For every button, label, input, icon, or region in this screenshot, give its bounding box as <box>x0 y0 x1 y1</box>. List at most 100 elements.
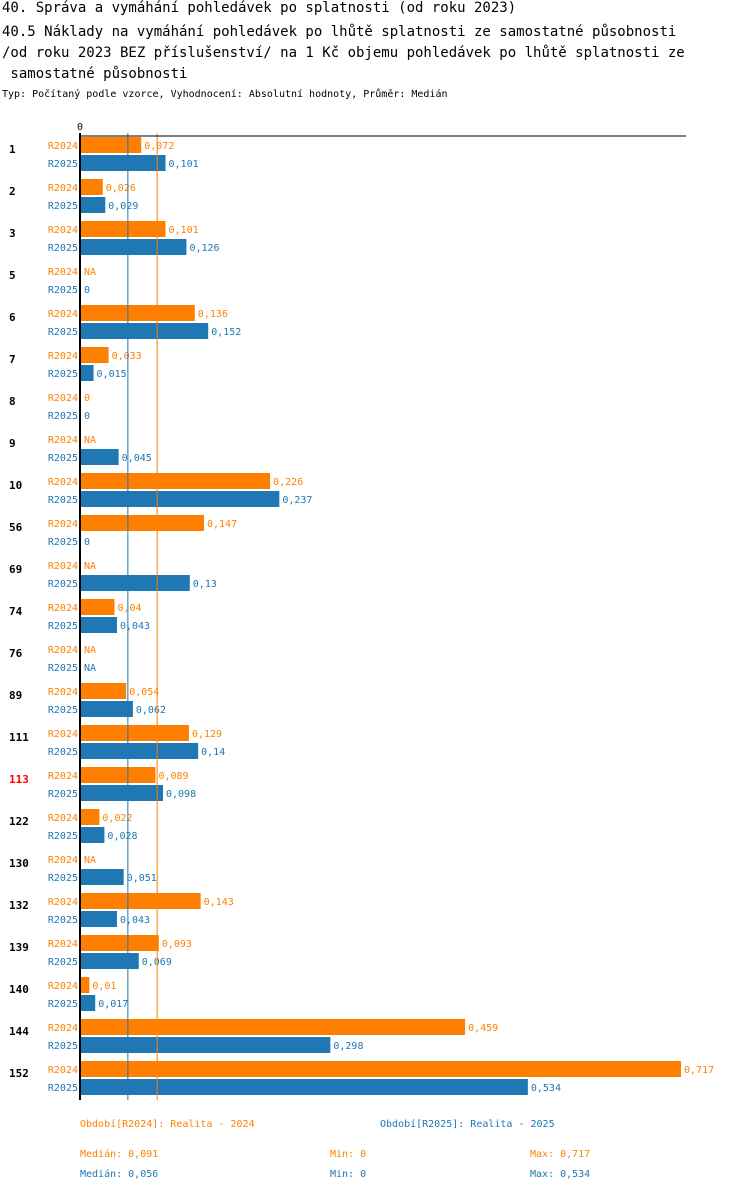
x-axis-zero-label: 0 <box>77 122 83 133</box>
bar-r2024 <box>81 893 201 909</box>
bar-r2024 <box>81 1019 466 1035</box>
bar-r2025 <box>81 743 199 759</box>
bar-r2025 <box>81 323 209 339</box>
series-label-r2025: R2025 <box>48 1041 78 1052</box>
value-label-r2025: 0,14 <box>201 747 225 758</box>
series-label-r2025: R2025 <box>48 369 78 380</box>
series-label-r2025: R2025 <box>48 705 78 716</box>
series-label-r2024: R2024 <box>48 561 78 572</box>
bar-r2024 <box>81 347 109 363</box>
bar-r2025 <box>81 995 96 1011</box>
series-label-r2024: R2024 <box>48 435 78 446</box>
median-2025: Medián: 0,056 <box>80 1169 159 1180</box>
category-label: 9 <box>9 437 16 450</box>
bar-r2025 <box>81 365 94 381</box>
bar-r2025 <box>81 869 124 885</box>
series-label-r2025: R2025 <box>48 579 78 590</box>
value-label-r2024: 0,459 <box>468 1023 498 1034</box>
value-label-r2024: 0,022 <box>102 813 132 824</box>
category-label: 8 <box>9 395 16 408</box>
max-2025: Max: 0,534 <box>530 1169 591 1180</box>
series-label-r2025: R2025 <box>48 243 78 254</box>
value-label-r2025: NA <box>84 663 96 674</box>
category-label: 132 <box>9 899 29 912</box>
series-label-r2025: R2025 <box>48 495 78 506</box>
series-label-r2025: R2025 <box>48 831 78 842</box>
series-label-r2024: R2024 <box>48 897 78 908</box>
category-label: 89 <box>9 689 22 702</box>
series-label-r2024: R2024 <box>48 603 78 614</box>
bar-r2025 <box>81 197 106 213</box>
bar-r2024 <box>81 473 271 489</box>
series-label-r2024: R2024 <box>48 393 78 404</box>
bar-r2025 <box>81 239 187 255</box>
max-2024: Max: 0,717 <box>530 1149 591 1160</box>
value-label-r2024: 0,101 <box>169 225 199 236</box>
value-label-r2025: 0,237 <box>282 495 312 506</box>
value-label-r2024: NA <box>84 561 96 572</box>
series-label-r2024: R2024 <box>48 729 78 740</box>
series-label-r2025: R2025 <box>48 327 78 338</box>
bar-r2024 <box>81 599 115 615</box>
value-label-r2024: NA <box>84 855 96 866</box>
category-label: 6 <box>9 311 16 324</box>
series-label-r2024: R2024 <box>48 813 78 824</box>
value-label-r2025: 0,098 <box>166 789 196 800</box>
value-label-r2024: NA <box>84 435 96 446</box>
series-label-r2024: R2024 <box>48 225 78 236</box>
value-label-r2025: 0,043 <box>120 621 150 632</box>
series-label-r2025: R2025 <box>48 411 78 422</box>
value-label-r2024: 0,143 <box>204 897 234 908</box>
value-label-r2025: 0 <box>84 537 90 548</box>
value-label-r2024: NA <box>84 645 96 656</box>
series-label-r2025: R2025 <box>48 453 78 464</box>
value-label-r2024: 0,054 <box>129 687 159 698</box>
value-label-r2025: 0,015 <box>97 369 127 380</box>
value-label-r2024: 0,226 <box>273 477 303 488</box>
value-label-r2024: NA <box>84 267 96 278</box>
subtitle-line-3: samostatné působnosti <box>2 66 188 82</box>
category-label: 3 <box>9 227 16 240</box>
series-label-r2025: R2025 <box>48 1083 78 1094</box>
series-label-r2025: R2025 <box>48 873 78 884</box>
value-label-r2024: 0,136 <box>198 309 228 320</box>
bar-r2025 <box>81 785 164 801</box>
value-label-r2025: 0 <box>84 285 90 296</box>
bar-r2024 <box>81 179 103 195</box>
value-label-r2025: 0,043 <box>120 915 150 926</box>
category-label: 69 <box>9 563 22 576</box>
bar-r2025 <box>81 575 190 591</box>
value-label-r2024: 0,01 <box>92 981 116 992</box>
series-label-r2024: R2024 <box>48 351 78 362</box>
legend-period-2024: Období[R2024]: Realita - 2024 <box>80 1119 255 1130</box>
chart-type-info: Typ: Počítaný podle vzorce, Vyhodnocení:… <box>2 89 448 100</box>
series-label-r2024: R2024 <box>48 855 78 866</box>
series-label-r2025: R2025 <box>48 747 78 758</box>
value-label-r2024: 0,026 <box>106 183 136 194</box>
value-label-r2025: 0,028 <box>107 831 137 842</box>
series-label-r2025: R2025 <box>48 621 78 632</box>
value-label-r2025: 0,045 <box>122 453 152 464</box>
series-label-r2024: R2024 <box>48 519 78 530</box>
bar-r2025 <box>81 911 117 927</box>
bar-r2025 <box>81 617 117 633</box>
series-label-r2024: R2024 <box>48 477 78 488</box>
min-2025: Min: 0 <box>330 1169 367 1180</box>
value-label-r2025: 0,534 <box>531 1083 561 1094</box>
value-label-r2025: 0,062 <box>136 705 166 716</box>
category-label: 144 <box>9 1025 29 1038</box>
bar-r2025 <box>81 701 133 717</box>
series-label-r2024: R2024 <box>48 939 78 950</box>
category-label: 139 <box>9 941 29 954</box>
value-label-r2025: 0,13 <box>193 579 217 590</box>
bar-r2024 <box>81 809 100 825</box>
bar-r2025 <box>81 953 139 969</box>
series-label-r2024: R2024 <box>48 1065 78 1076</box>
category-label: 140 <box>9 983 29 996</box>
value-label-r2024: 0,072 <box>144 141 174 152</box>
bar-r2024 <box>81 725 189 741</box>
value-label-r2025: 0,051 <box>127 873 157 884</box>
bar-r2024 <box>81 1061 681 1077</box>
value-label-r2024: 0,089 <box>158 771 188 782</box>
